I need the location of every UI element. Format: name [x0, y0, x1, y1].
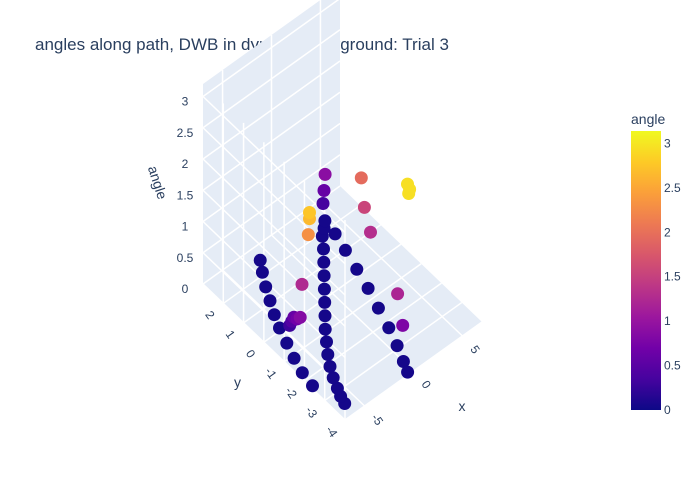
gridline-x: [319, 199, 463, 337]
data-point: [391, 287, 405, 301]
colorbar-tick-label: 3: [664, 136, 671, 150]
z-tick-label: 1.5: [177, 188, 194, 202]
colorbar-tick-label: 0.5: [664, 359, 681, 373]
data-point: [317, 269, 331, 283]
data-point: [318, 295, 332, 309]
data-point: [338, 243, 352, 257]
data-point: [303, 206, 316, 219]
y-axis-title: y: [234, 374, 241, 390]
colorbar-tick-label: 2: [664, 225, 671, 239]
y-tick-label: 1: [223, 328, 238, 342]
colorbar-tick-label: 1.5: [664, 270, 681, 284]
x-tick-label: 5: [467, 343, 482, 357]
z-tick-label: 2: [182, 157, 189, 171]
colorbar: angle 0 0.5 1 1.5 2 2.5 3: [631, 111, 681, 417]
data-point: [273, 321, 286, 335]
data-point: [293, 310, 307, 324]
z-tick-label: 0.5: [177, 251, 194, 265]
colorbar-tick-label: 0: [664, 403, 671, 417]
data-point: [301, 228, 315, 242]
data-point: [318, 309, 332, 323]
data-point: [396, 355, 410, 368]
data-point: [357, 200, 371, 214]
data-point: [401, 365, 415, 379]
data-point: [295, 366, 309, 380]
z-tick-label: 2.5: [177, 126, 194, 140]
data-point: [318, 167, 332, 181]
gridline-z: [202, 60, 341, 160]
y-tick-label: -3: [303, 404, 321, 421]
y-tick-label: -1: [262, 365, 280, 382]
y-tick-label: -4: [323, 423, 341, 440]
gridline-z: [202, 122, 341, 223]
z-axis-title: angle: [145, 164, 171, 202]
data-point: [396, 318, 410, 332]
data-point: [259, 280, 273, 294]
data-point: [330, 381, 344, 395]
data-point: [390, 339, 404, 353]
z-tick-label: 1: [182, 220, 189, 234]
data-point: [316, 197, 330, 210]
data-point: [321, 348, 335, 361]
gridline-z: [202, 0, 340, 98]
colorbar-title: angle: [631, 111, 665, 127]
data-points: [253, 167, 417, 410]
data-point: [317, 184, 331, 197]
gridline-y: [324, 301, 463, 402]
gridline-z: [202, 220, 346, 359]
z-tick-label: 0: [182, 282, 189, 296]
gridline-z: [202, 95, 346, 234]
data-point: [382, 321, 396, 335]
data-point: [317, 282, 331, 296]
data-point: [267, 308, 281, 322]
x-axis-title: x: [459, 398, 466, 414]
gridline-y: [222, 204, 361, 305]
y-tick-label: 2: [202, 308, 217, 322]
gridline-x: [270, 234, 415, 372]
x-tick-label: -5: [368, 411, 386, 428]
colorbar-gradient: [631, 131, 661, 410]
data-point: [317, 242, 330, 256]
x-tick-label: 0: [419, 378, 434, 392]
data-point: [402, 187, 416, 200]
data-point: [328, 227, 342, 241]
z-tick-label: 3: [182, 95, 189, 109]
data-point: [361, 281, 375, 295]
data-point: [318, 322, 332, 336]
data-point: [295, 277, 309, 291]
data-point: [255, 265, 269, 279]
data-point: [354, 171, 368, 185]
y-tick-label: -2: [282, 384, 300, 401]
y-tick-label: 0: [243, 347, 258, 361]
data-point: [350, 262, 364, 276]
gridline-z: [202, 283, 346, 421]
data-point: [263, 294, 277, 308]
gridline-y: [243, 224, 382, 324]
data-point: [287, 351, 301, 365]
data-point: [317, 255, 331, 269]
data-point: [253, 253, 267, 267]
gridline-z: [202, 91, 341, 191]
data-point: [318, 214, 332, 228]
data-point: [326, 371, 340, 385]
gridline-y: [283, 263, 422, 363]
data-point: [306, 379, 319, 393]
colorbar-tick-label: 2.5: [664, 181, 681, 195]
colorbar-ticks: 0 0.5 1 1.5 2 2.5 3: [664, 136, 681, 417]
data-point: [280, 336, 294, 350]
gridline-z: [202, 154, 341, 254]
data-point: [320, 335, 333, 349]
data-point: [371, 301, 385, 315]
data-point: [364, 225, 377, 239]
gridline-z: [202, 29, 341, 129]
colorbar-tick-label: 1: [664, 314, 671, 328]
chart-title: angles along path, DWB in dynamic playgr…: [35, 35, 449, 54]
data-point: [323, 360, 337, 373]
